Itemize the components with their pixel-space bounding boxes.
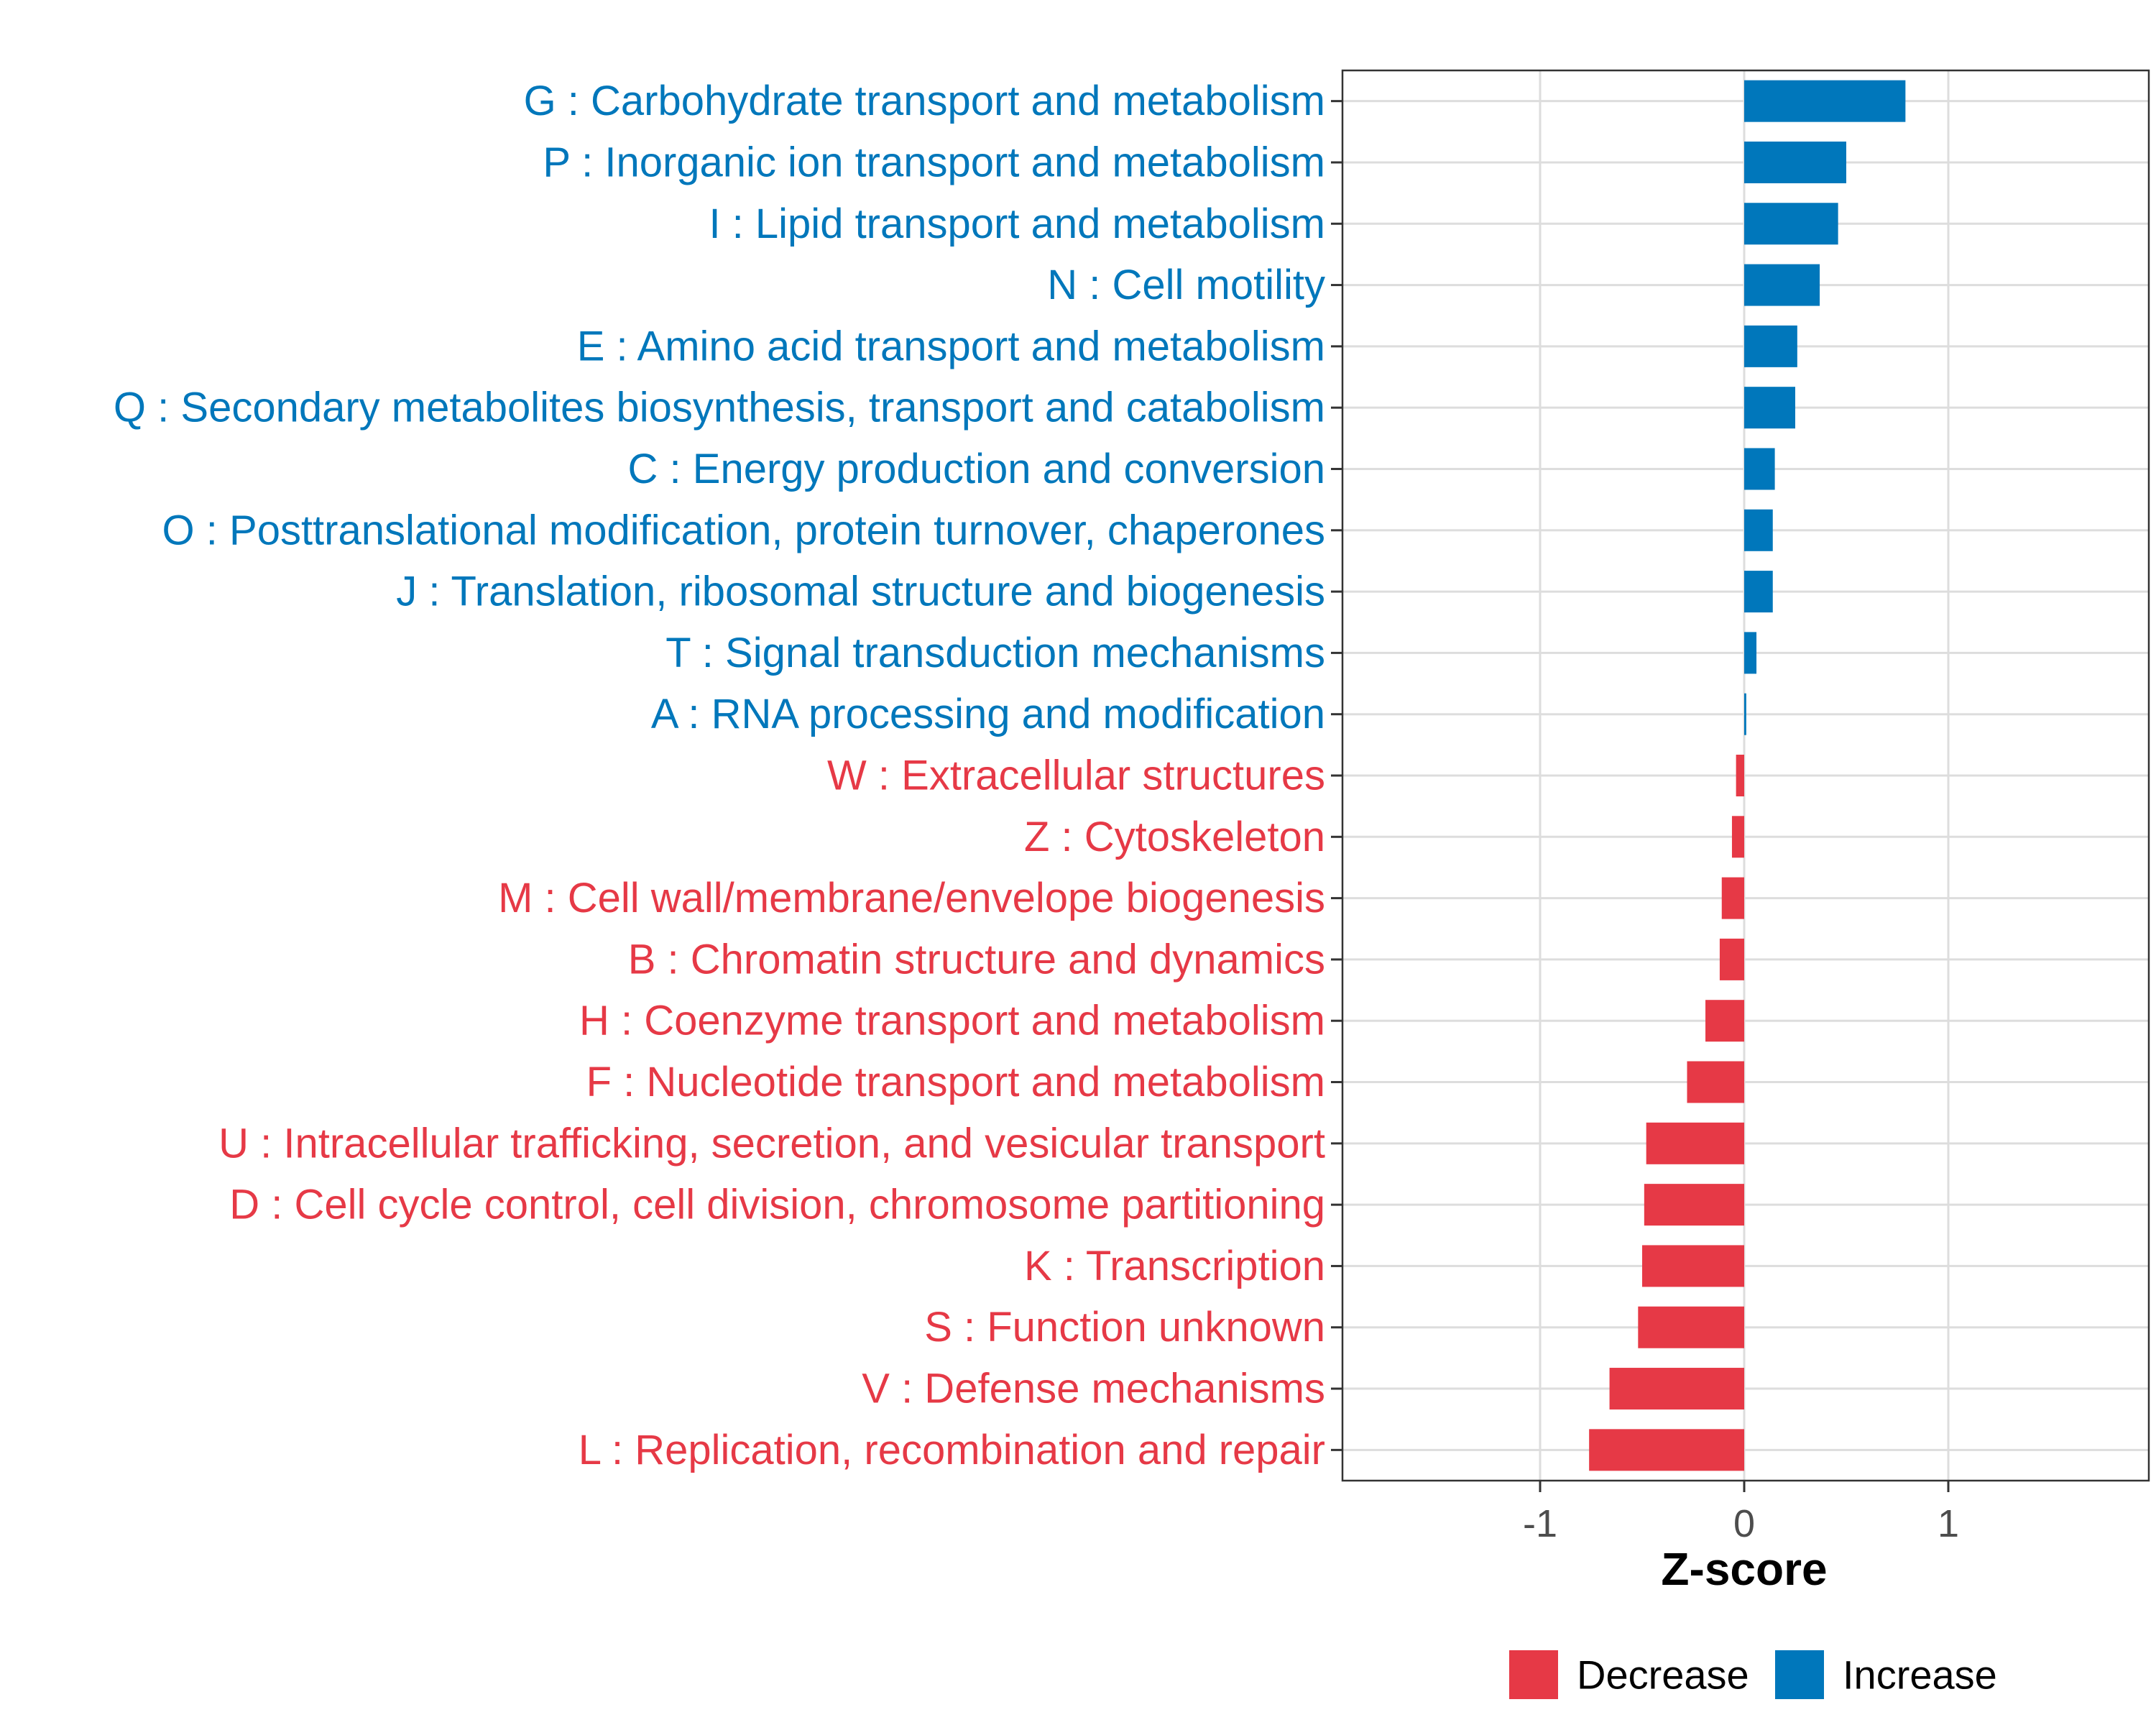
- bar: [1744, 448, 1775, 490]
- bar: [1687, 1061, 1744, 1103]
- legend: Decrease Increase: [1509, 1650, 1997, 1699]
- y-axis-ticks: [1331, 100, 1342, 1451]
- category-label: L : Replication, recombination and repai…: [579, 1427, 1325, 1473]
- legend-swatch: [1509, 1650, 1558, 1699]
- bar: [1731, 816, 1744, 858]
- category-label: M : Cell wall/membrane/envelope biogenes…: [498, 875, 1325, 921]
- legend-swatch: [1775, 1650, 1824, 1699]
- category-label: K : Transcription: [1024, 1243, 1325, 1289]
- x-tick-label: -1: [1523, 1502, 1557, 1545]
- bar: [1744, 387, 1795, 429]
- bar: [1744, 632, 1757, 674]
- category-label: D : Cell cycle control, cell division, c…: [229, 1182, 1325, 1228]
- category-label: C : Energy production and conversion: [628, 446, 1325, 492]
- x-tick-label: 0: [1733, 1502, 1755, 1545]
- x-axis-title: Z-score: [1661, 1543, 1827, 1595]
- category-label: W : Extracellular structures: [827, 753, 1325, 799]
- bar: [1609, 1368, 1744, 1410]
- bar: [1744, 693, 1746, 735]
- category-label: J : Translation, ribosomal structure and…: [396, 569, 1325, 615]
- x-tick-label: 1: [1938, 1502, 1959, 1545]
- category-label: U : Intracellular trafficking, secretion…: [218, 1120, 1325, 1167]
- bar: [1719, 938, 1744, 980]
- category-label: H : Coenzyme transport and metabolism: [579, 998, 1325, 1044]
- bar: [1638, 1306, 1744, 1348]
- category-label: B : Chromatin structure and dynamics: [628, 936, 1325, 983]
- bar: [1744, 141, 1846, 183]
- category-label: N : Cell motility: [1047, 262, 1325, 308]
- bar: [1644, 1184, 1744, 1226]
- bar: [1744, 509, 1773, 551]
- category-label: A : RNA processing and modification: [651, 691, 1325, 737]
- category-label: Q : Secondary metabolites biosynthesis, …: [114, 385, 1325, 431]
- category-label: Z : Cytoskeleton: [1024, 814, 1325, 860]
- bar: [1705, 1000, 1744, 1042]
- bar: [1744, 203, 1838, 245]
- category-label: F : Nucleotide transport and metabolism: [586, 1059, 1325, 1105]
- bar: [1744, 264, 1820, 306]
- bar: [1744, 325, 1797, 367]
- category-label: O : Posttranslational modification, prot…: [162, 507, 1325, 553]
- bar: [1589, 1429, 1744, 1471]
- category-label: E : Amino acid transport and metabolism: [577, 323, 1325, 369]
- category-labels: G : Carbohydrate transport and metabolis…: [114, 78, 1325, 1473]
- bar: [1721, 877, 1744, 919]
- legend-label: Decrease: [1577, 1652, 1749, 1698]
- bar: [1646, 1122, 1744, 1164]
- category-label: G : Carbohydrate transport and metabolis…: [524, 78, 1325, 124]
- category-label: P : Inorganic ion transport and metaboli…: [543, 139, 1325, 185]
- bar: [1744, 80, 1906, 122]
- legend-label: Increase: [1843, 1652, 1997, 1698]
- bar: [1642, 1245, 1744, 1287]
- category-label: V : Defense mechanisms: [862, 1366, 1325, 1412]
- bar: [1744, 571, 1773, 613]
- bars: [1589, 80, 1906, 1471]
- category-label: S : Function unknown: [924, 1304, 1325, 1351]
- x-axis-ticks: -1 0 1: [1523, 1481, 1959, 1545]
- category-label: I : Lipid transport and metabolism: [709, 201, 1325, 247]
- bar: [1736, 754, 1744, 797]
- category-label: T : Signal transduction mechanisms: [665, 630, 1325, 676]
